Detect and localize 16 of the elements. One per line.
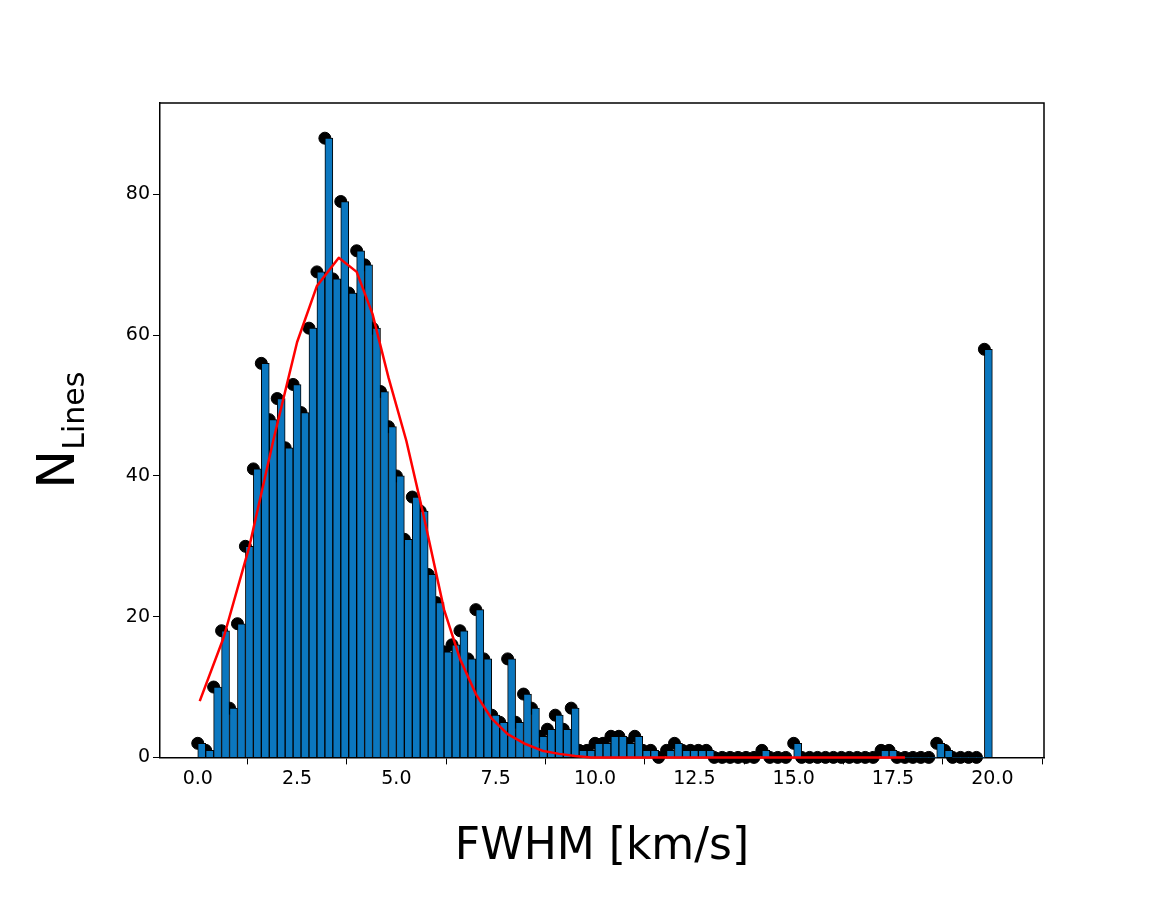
y-tick-label: 80 bbox=[125, 181, 150, 204]
y-axis-title: NLines bbox=[26, 371, 91, 489]
x-tick-label: 12.5 bbox=[673, 765, 716, 788]
y-tick-label: 60 bbox=[125, 322, 150, 345]
x-tick-label: 17.5 bbox=[871, 765, 915, 788]
y-tick-label: 20 bbox=[125, 603, 150, 626]
x-tick-label: 15.0 bbox=[772, 765, 815, 788]
x-tick-label: 10.0 bbox=[573, 765, 617, 788]
x-tick-label: 2.5 bbox=[281, 765, 313, 788]
x-tick-label: 5.0 bbox=[381, 765, 412, 788]
x-axis-title: FWHM [km/s] bbox=[454, 818, 750, 870]
y-tick-label: 0 bbox=[137, 744, 150, 767]
x-tick-label: 0.0 bbox=[182, 765, 213, 788]
x-tick-label: 7.5 bbox=[480, 765, 511, 788]
y-tick-label: 40 bbox=[125, 462, 150, 485]
x-tick-label: 20.0 bbox=[971, 765, 1014, 788]
